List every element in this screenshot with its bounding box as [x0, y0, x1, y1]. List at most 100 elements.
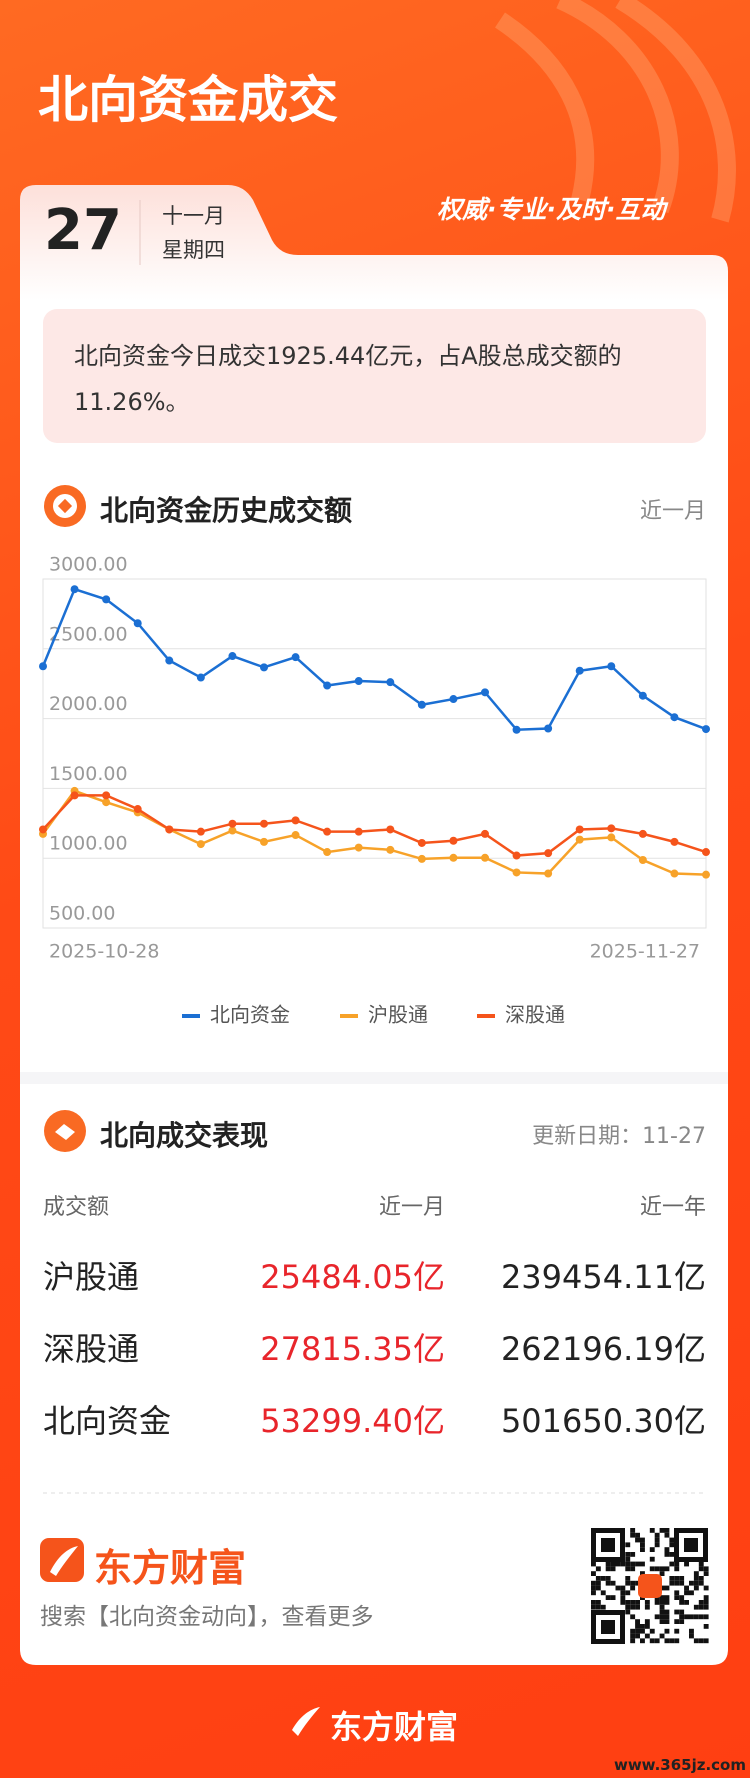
qr-cell — [644, 1600, 650, 1605]
qr-cell — [659, 1571, 665, 1576]
qr-cell — [659, 1619, 665, 1624]
qr-cell — [610, 1580, 616, 1586]
qr-cell — [625, 1566, 631, 1572]
point — [323, 827, 332, 836]
qr-cell — [689, 1614, 694, 1620]
qr-cell — [664, 1619, 670, 1624]
qr-cell — [689, 1633, 694, 1639]
qr-cell — [591, 1600, 596, 1605]
qr-cell — [625, 1542, 631, 1548]
qr-cell — [664, 1547, 670, 1552]
qr-cell — [625, 1609, 631, 1615]
point — [165, 656, 174, 665]
qr-code — [589, 1526, 711, 1646]
table-cell: 53299.40亿 — [260, 1402, 445, 1440]
date-weekday: 星期四 — [162, 238, 225, 262]
series-line — [41, 587, 707, 732]
qr-cell — [620, 1585, 626, 1591]
footer-logo-icon — [292, 1707, 320, 1736]
qr-finder — [601, 1620, 615, 1634]
qr-cell — [635, 1600, 640, 1605]
qr-cell — [674, 1619, 680, 1624]
qr-cell — [703, 1600, 709, 1605]
y-tick-label: 1500.00 — [49, 763, 128, 785]
point — [575, 825, 584, 834]
chart-period: 近一月 — [639, 499, 706, 524]
qr-cell — [679, 1609, 685, 1615]
qr-cell — [684, 1561, 689, 1567]
qr-cell — [674, 1580, 680, 1586]
point — [291, 816, 300, 825]
summary-text: 北向资金今日成交1925.44亿元，占A股总成交额的11.26%。 — [74, 342, 622, 416]
table-cell: 北向资金 — [43, 1402, 172, 1440]
qr-cell — [674, 1595, 680, 1600]
qr-cell — [664, 1585, 670, 1591]
qr-cell — [605, 1580, 611, 1586]
table-cell: 25484.05亿 — [260, 1258, 445, 1296]
table-cell: 262196.19亿 — [500, 1330, 706, 1368]
column-header: 成交额 — [43, 1195, 110, 1220]
qr-cell — [640, 1571, 645, 1576]
y-tick-label: 500.00 — [49, 903, 115, 925]
qr-cell — [659, 1614, 665, 1620]
qr-cell — [654, 1566, 660, 1572]
qr-cell — [625, 1552, 631, 1557]
qr-cell — [689, 1628, 694, 1634]
point — [638, 691, 647, 700]
qr-cell — [674, 1638, 680, 1644]
point — [702, 725, 710, 734]
footer-brand: 东方财富 — [330, 1708, 459, 1746]
qr-cell — [698, 1614, 704, 1620]
qr-cell — [654, 1600, 660, 1605]
qr-cell — [591, 1585, 596, 1591]
qr-cell — [620, 1590, 626, 1596]
point — [702, 848, 710, 857]
qr-cell — [693, 1585, 699, 1591]
qr-cell — [674, 1590, 680, 1596]
point — [102, 595, 111, 604]
qr-cell — [684, 1590, 689, 1596]
qr-cell — [703, 1595, 709, 1600]
decoration — [495, 0, 736, 223]
qr-cell — [630, 1585, 636, 1591]
point — [417, 838, 426, 847]
point — [607, 824, 616, 833]
qr-cell — [635, 1561, 640, 1567]
qr-cell — [625, 1561, 631, 1567]
qr-cell — [669, 1580, 675, 1586]
point — [512, 851, 521, 860]
qr-cell — [630, 1628, 636, 1634]
point — [670, 837, 679, 846]
qr-cell — [605, 1595, 611, 1600]
series-line — [42, 794, 707, 857]
point — [354, 677, 363, 686]
qr-cell — [630, 1633, 636, 1639]
point — [575, 666, 584, 675]
qr-cell — [635, 1580, 640, 1586]
qr-cell — [620, 1600, 626, 1605]
point — [291, 831, 300, 840]
qr-cell — [703, 1566, 709, 1572]
qr-cell — [664, 1628, 670, 1634]
point — [512, 725, 521, 734]
point — [638, 856, 647, 865]
qr-cell — [698, 1566, 704, 1572]
qr-cell — [654, 1542, 660, 1548]
page-title: 北向资金成交 — [38, 71, 338, 129]
section-icon — [57, 498, 73, 514]
section-title: 北向资金历史成交额 — [100, 494, 353, 527]
legend-label: 沪股通 — [368, 1003, 428, 1027]
qr-cell — [649, 1566, 655, 1572]
qr-cell — [698, 1580, 704, 1586]
point — [386, 678, 395, 687]
qr-cell — [693, 1576, 699, 1581]
point — [449, 853, 458, 862]
qr-cell — [693, 1580, 699, 1586]
qr-cell — [659, 1528, 665, 1533]
table-cell: 深股通 — [43, 1330, 140, 1368]
qr-cell — [674, 1566, 680, 1572]
search-hint: 搜索【北向资金动向】，查看更多 — [40, 1604, 374, 1630]
qr-cell — [630, 1528, 636, 1533]
qr-cell — [600, 1590, 606, 1596]
qr-cell — [684, 1600, 689, 1605]
